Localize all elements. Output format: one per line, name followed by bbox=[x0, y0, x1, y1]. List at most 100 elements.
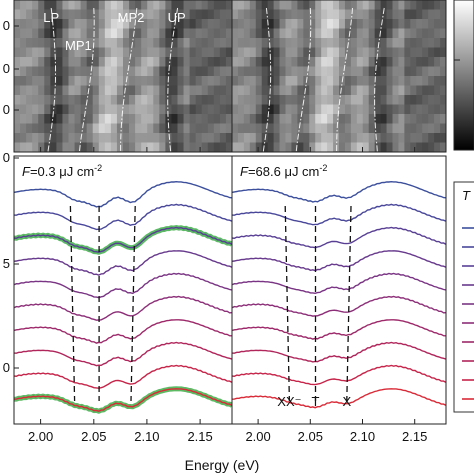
heatmap-cell bbox=[32, 133, 39, 143]
heatmap-cell bbox=[183, 114, 191, 124]
heatmap-cell bbox=[410, 104, 417, 115]
heatmap-cell bbox=[92, 19, 100, 29]
heatmap-cell bbox=[141, 9, 148, 20]
heatmap-cell bbox=[333, 0, 340, 10]
heatmap-cell bbox=[368, 85, 376, 96]
heatmap-cell bbox=[207, 28, 215, 39]
heatmap-cell bbox=[171, 104, 178, 115]
heatmap-cell bbox=[86, 66, 94, 77]
heatmap-cell bbox=[309, 95, 316, 105]
heatmap-cell bbox=[98, 114, 106, 124]
heatmap-cell bbox=[368, 57, 376, 67]
heatmap-cell bbox=[147, 142, 154, 153]
heatmap-cell bbox=[428, 66, 435, 77]
heatmap-cell bbox=[165, 28, 172, 39]
heatmap-cell bbox=[356, 19, 364, 29]
spectrum-series bbox=[14, 341, 232, 367]
heatmap-cell bbox=[50, 114, 57, 124]
heatmap-cell bbox=[404, 123, 411, 134]
heatmap-cell bbox=[398, 19, 405, 29]
heatmap-cell bbox=[285, 57, 292, 67]
heatmap-cell bbox=[309, 28, 316, 39]
heatmap-cell bbox=[255, 0, 263, 10]
spectra-panel-left: F=0.3 μJ cm-2 bbox=[14, 163, 232, 414]
heatmap-cell bbox=[219, 85, 227, 96]
heatmap-cell bbox=[315, 85, 322, 96]
heatmap-cell bbox=[207, 9, 215, 20]
heatmap-cell bbox=[86, 9, 94, 20]
guide-label-1: XX⁻ bbox=[277, 394, 301, 409]
heatmap-cell bbox=[315, 19, 322, 29]
heatmap-cell bbox=[153, 57, 160, 67]
heatmap-cell bbox=[80, 28, 88, 39]
heatmap-cell bbox=[279, 95, 286, 105]
heatmap-cell bbox=[153, 47, 160, 58]
heatmap-cell bbox=[86, 95, 94, 105]
heatmap-cell bbox=[147, 114, 154, 124]
heatmap-cell bbox=[14, 9, 21, 20]
heatmap-cell bbox=[68, 95, 75, 105]
heatmap-cell bbox=[195, 28, 203, 39]
heatmap-cell bbox=[135, 114, 142, 124]
heatmap-cell bbox=[110, 133, 118, 143]
heatmap-cell bbox=[189, 142, 197, 153]
heatmap-cell bbox=[62, 47, 69, 58]
heatmap-cell bbox=[26, 38, 33, 48]
heatmap-cell bbox=[303, 19, 310, 29]
heatmap-cell bbox=[225, 0, 233, 10]
heatmap-cell bbox=[315, 28, 322, 39]
heatmap-cell bbox=[26, 142, 33, 153]
heatmap-cell bbox=[135, 76, 142, 86]
spectrum-series bbox=[232, 250, 446, 272]
heatmap-cell bbox=[237, 114, 245, 124]
heatmap-cell bbox=[297, 76, 304, 86]
heatmap-cell bbox=[50, 142, 57, 153]
heatmap-cell bbox=[356, 9, 364, 20]
heatmap-cell bbox=[380, 57, 387, 67]
heatmap-cell bbox=[129, 76, 136, 86]
heatmap-cell bbox=[50, 19, 57, 29]
heatmap-cell bbox=[123, 47, 130, 58]
heatmap-cell bbox=[44, 95, 51, 105]
heatmap-cell bbox=[315, 9, 322, 20]
heatmap-cell bbox=[434, 0, 441, 10]
heatmap-cell bbox=[273, 123, 280, 134]
heatmap-cell bbox=[159, 104, 166, 115]
heatmap-cell bbox=[50, 123, 57, 134]
heatmap-cell bbox=[171, 76, 178, 86]
heatmap-cell bbox=[104, 114, 112, 124]
heatmap-cell bbox=[285, 123, 292, 134]
heatmap-cell bbox=[249, 28, 257, 39]
heatmap-cell bbox=[374, 133, 382, 143]
heatmap-cell bbox=[135, 0, 142, 10]
heatmap-cell bbox=[356, 38, 364, 48]
heatmap-cell bbox=[159, 114, 166, 124]
heatmap-cell bbox=[141, 133, 148, 143]
heatmap-cell bbox=[225, 104, 233, 115]
heatmap-cell bbox=[273, 104, 280, 115]
heatmap-cell bbox=[129, 95, 136, 105]
heatmap-cell bbox=[44, 0, 51, 10]
heatmap-cell bbox=[350, 19, 358, 29]
heatmap-cell bbox=[225, 28, 233, 39]
heatmap-cell bbox=[147, 57, 154, 67]
heatmap-cell bbox=[147, 123, 154, 134]
spectrum-series bbox=[14, 203, 232, 231]
heatmap-cell bbox=[297, 19, 304, 29]
heatmap-cell bbox=[273, 9, 280, 20]
heatmap-cell bbox=[398, 104, 405, 115]
dashed-guide bbox=[69, 205, 76, 402]
heatmap-cell bbox=[207, 76, 215, 86]
heatmap-cell bbox=[195, 47, 203, 58]
heatmap-cell bbox=[153, 38, 160, 48]
heatmap-cell bbox=[110, 114, 118, 124]
heatmap-cell bbox=[104, 19, 112, 29]
heatmap-cell bbox=[350, 123, 358, 134]
heatmap-cell bbox=[368, 142, 376, 153]
heatmap-cell bbox=[153, 123, 160, 134]
heatmap-cell bbox=[20, 95, 27, 105]
heatmap-cell bbox=[44, 38, 51, 48]
heatmap-cell bbox=[141, 85, 148, 96]
heatmap-cell bbox=[339, 133, 346, 143]
heatmap-cell bbox=[291, 57, 298, 67]
